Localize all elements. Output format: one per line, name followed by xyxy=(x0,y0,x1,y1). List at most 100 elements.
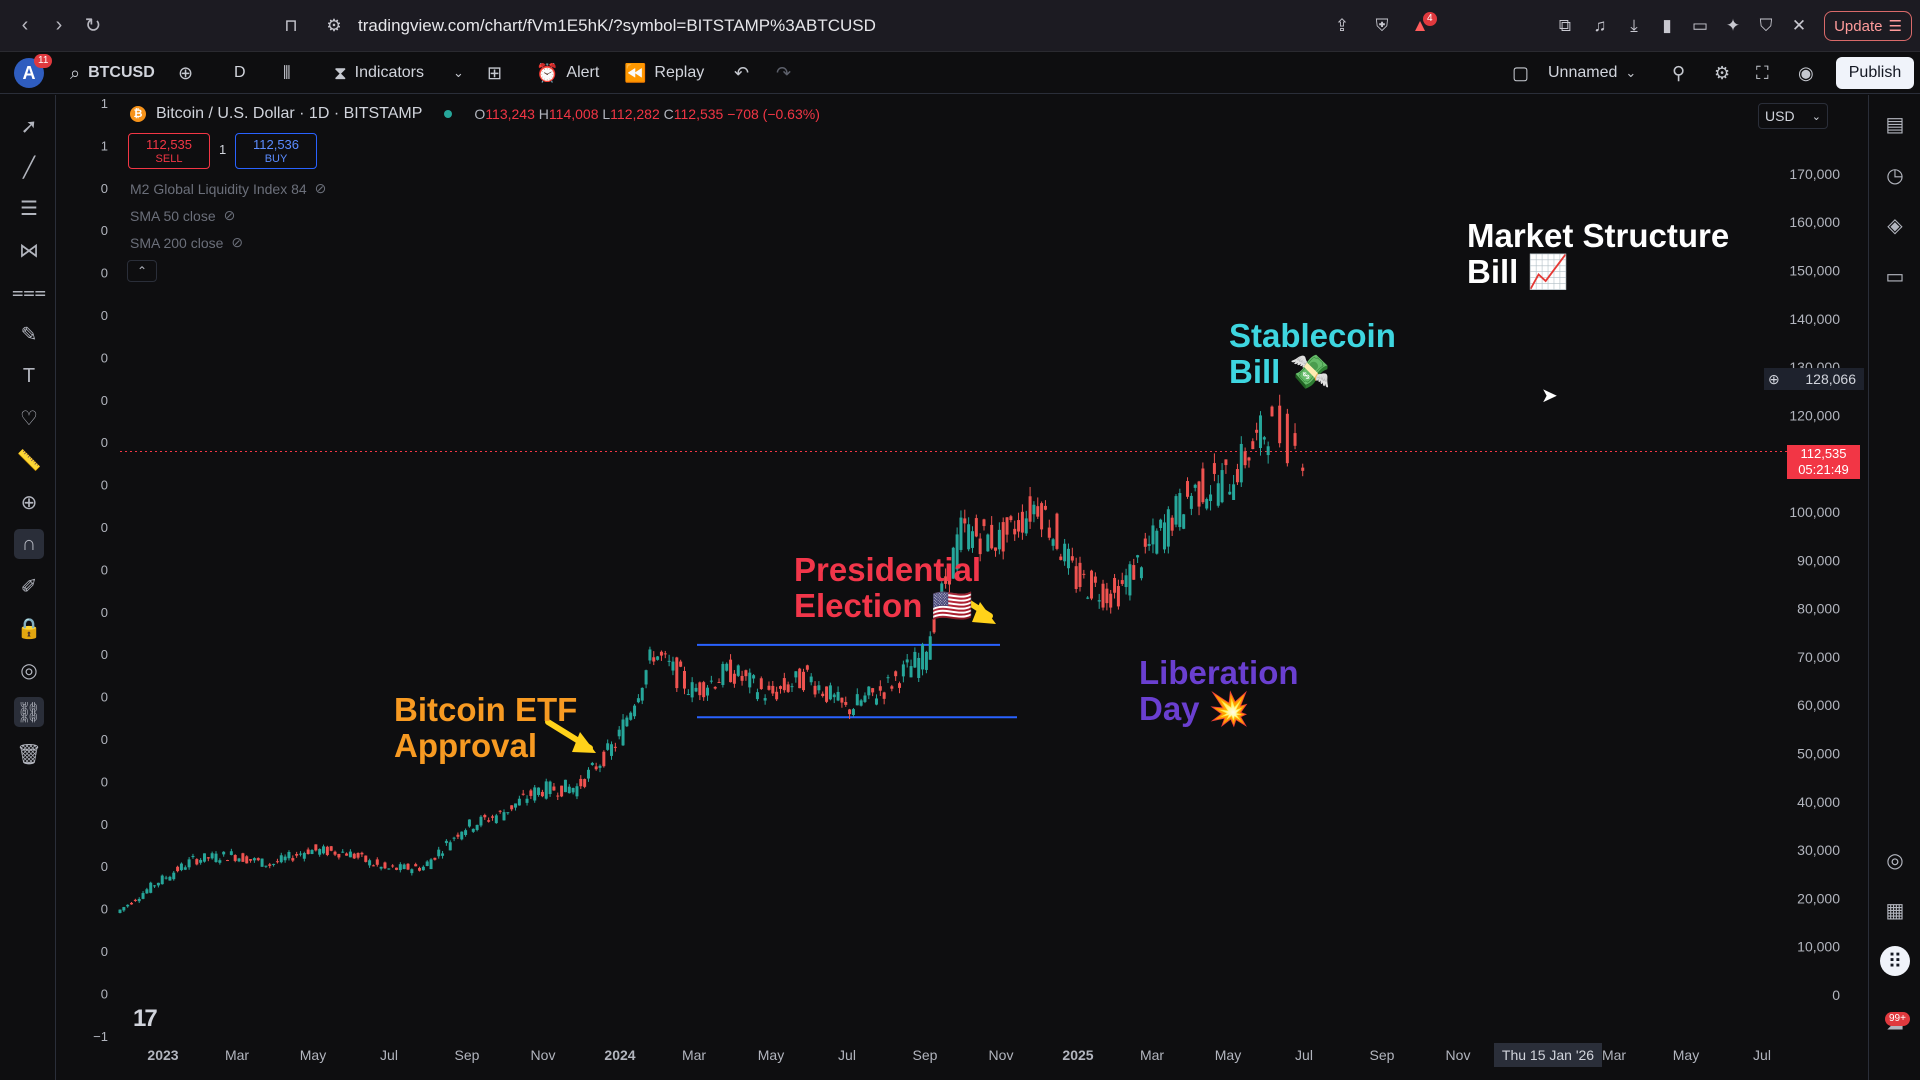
annotation-liberation[interactable]: Liberation Day 💥 xyxy=(1139,655,1299,727)
annotation-etf[interactable]: Bitcoin ETF Approval xyxy=(394,692,577,764)
candle-body xyxy=(1066,548,1070,569)
candle-body xyxy=(1013,528,1017,535)
eye-hidden-icon[interactable]: ⊘ xyxy=(314,180,327,196)
candle-body xyxy=(982,519,986,527)
compare-button[interactable]: ⊕ xyxy=(178,61,193,85)
text-icon[interactable]: T xyxy=(22,364,36,387)
candle-body xyxy=(682,670,686,689)
avatar[interactable]: A xyxy=(14,58,44,88)
forward-icon[interactable]: › xyxy=(55,14,63,36)
site-settings-icon[interactable]: ⚙ xyxy=(326,16,342,35)
chart-type-button[interactable]: ⫴ xyxy=(283,61,291,85)
vpn-icon[interactable]: ⛉ xyxy=(1759,16,1773,35)
interval-button[interactable]: D xyxy=(234,61,246,85)
calendar-icon[interactable]: ▦ xyxy=(1885,899,1905,922)
fullscreen-button[interactable]: ⛶ xyxy=(1756,61,1769,85)
candle-body xyxy=(387,868,391,870)
pattern-icon[interactable]: ⋈ xyxy=(19,239,39,262)
link-icon[interactable]: ⛓ xyxy=(14,697,44,727)
quick-search-button[interactable]: ⚲ xyxy=(1672,61,1685,85)
music-icon[interactable]: ♫ xyxy=(1593,16,1607,35)
candle-body xyxy=(629,712,633,720)
order-quantity[interactable]: 1 xyxy=(219,142,227,157)
lock-icon[interactable]: 🔒 xyxy=(16,617,42,640)
buy-button[interactable]: 112,536 BUY xyxy=(235,133,317,169)
alert-button[interactable]: ⏰ Alert xyxy=(536,61,599,85)
publish-button[interactable]: Publish xyxy=(1836,57,1914,89)
collapse-legend-button[interactable]: ⌃ xyxy=(127,260,157,282)
eye-hidden-icon[interactable]: ⊘ xyxy=(223,207,236,223)
candle-body xyxy=(1209,494,1213,502)
templates-button[interactable]: ⊞ xyxy=(487,61,502,85)
replay-label: Replay xyxy=(654,64,705,81)
address-bar[interactable]: tradingview.com/chart/fVm1E5hK/?symbol=B… xyxy=(358,16,876,35)
cursor-icon[interactable]: ➚ xyxy=(20,115,38,138)
snapshot-button[interactable]: ◉ xyxy=(1798,61,1814,85)
undo-button[interactable]: ↶ xyxy=(734,61,749,85)
candle-body xyxy=(383,862,387,869)
pinwheel-icon[interactable]: ✕ xyxy=(1791,16,1807,35)
fib-icon[interactable]: ☰ xyxy=(20,197,38,220)
extensions-icon[interactable]: ⧉ xyxy=(1558,16,1572,35)
zoom-in-icon[interactable]: ⊕ xyxy=(20,491,38,514)
watchlist-icon[interactable]: ▤ xyxy=(1885,113,1905,136)
annotation-election[interactable]: Presidential Election 🇺🇸 xyxy=(794,552,981,624)
indicator-sma50[interactable]: SMA 50 close ⊘ xyxy=(130,207,235,224)
reload-icon[interactable]: ↻ xyxy=(84,15,102,37)
currency-select[interactable]: USD ⌄ xyxy=(1758,103,1828,129)
ruler-icon[interactable]: 📏 xyxy=(16,449,42,472)
wallet-icon[interactable]: ▭ xyxy=(1691,16,1709,35)
eye-icon[interactable]: ◎ xyxy=(20,659,38,682)
candle-body xyxy=(732,673,736,684)
back-icon[interactable]: ‹ xyxy=(21,14,29,36)
bookmark-icon[interactable]: ⊓ xyxy=(284,16,298,35)
settings-button[interactable]: ⚙ xyxy=(1714,61,1730,85)
brave-shield-icon[interactable]: ⛨ xyxy=(1375,16,1389,35)
candle-body xyxy=(798,668,802,689)
draw-lock-icon[interactable]: ✐ xyxy=(20,575,38,598)
time-axis-label: Jul xyxy=(838,1047,856,1063)
candle-body xyxy=(318,849,322,855)
heart-icon[interactable]: ♡ xyxy=(20,407,38,430)
magnet-icon[interactable]: ∩ xyxy=(14,529,44,559)
candle-body xyxy=(1097,600,1101,602)
sell-button[interactable]: 112,535 SELL xyxy=(128,133,210,169)
indicator-sma200[interactable]: SMA 200 close ⊘ xyxy=(130,234,243,251)
sidebar-icon[interactable]: ▮ xyxy=(1662,16,1672,35)
notifications-badge: 99+ xyxy=(1885,1012,1910,1026)
symbol-title[interactable]: Bitcoin / U.S. Dollar · 1D · BITSTAMP xyxy=(156,105,423,122)
add-alert-icon[interactable]: ⊕ xyxy=(1768,370,1780,387)
tradingview-logo[interactable]: 17 xyxy=(133,1005,158,1032)
target-icon[interactable]: ◎ xyxy=(1886,849,1904,872)
chat-icon[interactable]: ▭ xyxy=(1885,265,1905,288)
indicators-dropdown[interactable]: ⌄ xyxy=(453,61,464,85)
apps-icon[interactable]: ⠿ xyxy=(1880,946,1910,976)
redo-button[interactable]: ↷ xyxy=(776,61,791,85)
indicator-m2[interactable]: M2 Global Liquidity Index 84 ⊘ xyxy=(130,180,326,197)
projection-icon[interactable]: ⩶ xyxy=(11,280,47,303)
candle-body xyxy=(521,793,525,795)
eye-hidden-icon[interactable]: ⊘ xyxy=(231,234,244,250)
layout-name[interactable]: Unnamed ⌄ xyxy=(1548,61,1636,85)
annotation-stablecoin[interactable]: Stablecoin Bill 💸 xyxy=(1229,318,1396,390)
symbol-search[interactable]: ⌕ BTCUSD xyxy=(70,61,155,85)
annotation-market-structure[interactable]: Market Structure Bill 📈 xyxy=(1467,218,1729,290)
candle-body xyxy=(368,860,372,866)
layout-button[interactable]: ▢ xyxy=(1512,61,1529,85)
candle-body xyxy=(610,744,614,756)
update-button[interactable]: Update ☰ xyxy=(1824,11,1912,41)
close-label: C xyxy=(663,106,674,122)
download-icon[interactable]: ⤓ xyxy=(1630,16,1638,35)
candle-body xyxy=(844,701,848,705)
brush-icon[interactable]: ✎ xyxy=(20,323,38,346)
trend-line-icon[interactable]: ╱ xyxy=(22,156,36,179)
replay-button[interactable]: ⏪ Replay xyxy=(624,61,704,85)
layers-icon[interactable]: ◈ xyxy=(1887,214,1903,237)
indicators-button[interactable]: ⧗ Indicators xyxy=(334,61,424,85)
trash-icon[interactable]: 🗑 xyxy=(16,743,42,766)
share-icon[interactable]: ⇪ xyxy=(1334,16,1350,35)
candle-body xyxy=(325,846,329,856)
alerts-clock-icon[interactable]: ◷ xyxy=(1886,164,1904,187)
leo-ai-icon[interactable]: ✦ xyxy=(1725,16,1741,35)
